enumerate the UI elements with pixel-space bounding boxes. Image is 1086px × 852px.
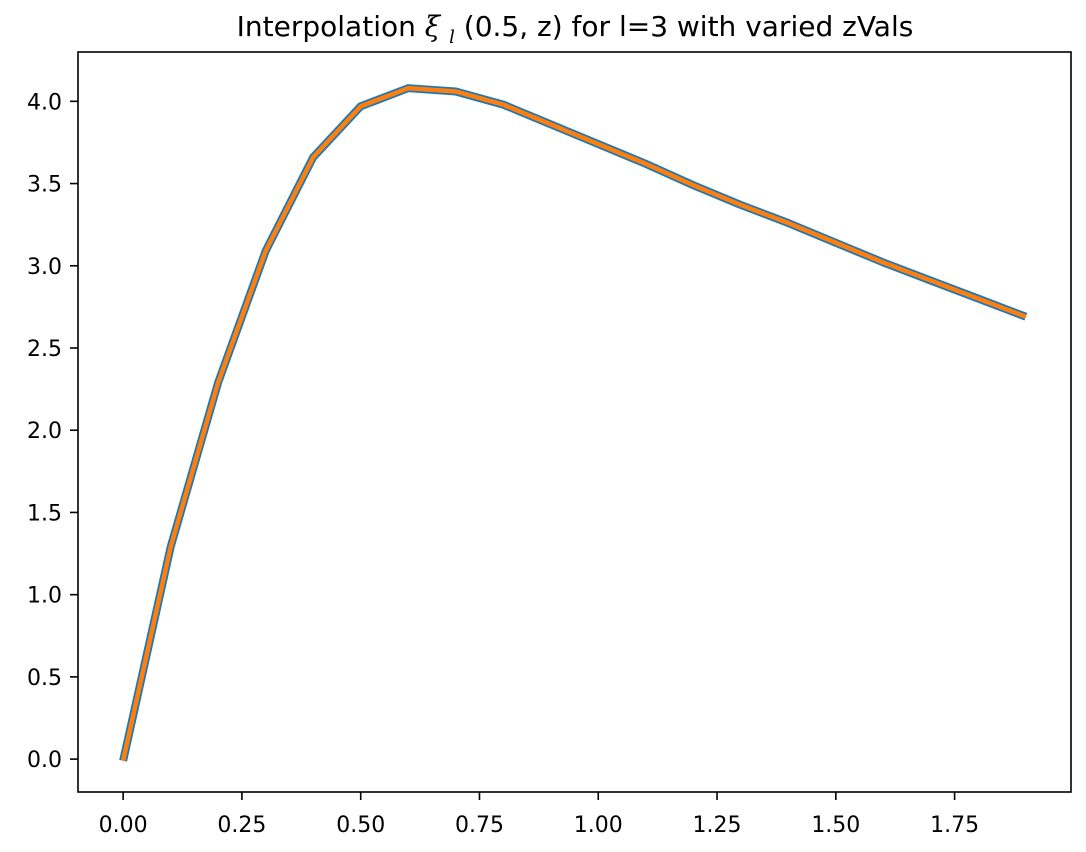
y-tick-label: 2.0 (27, 419, 62, 444)
x-tick-label: 1.00 (574, 813, 623, 838)
x-tick-label: 0.75 (455, 813, 504, 838)
x-axis-ticks: 0.00 0.25 0.50 0.75 1.00 1.25 1.50 1.75 (99, 792, 979, 838)
chart-title-suffix: for l=3 with varied zVals (572, 10, 914, 43)
x-tick-label: 0.25 (217, 813, 266, 838)
y-tick-label: 1.5 (27, 501, 62, 526)
y-tick-label: 4.0 (27, 90, 62, 115)
y-tick-label: 3.5 (27, 173, 62, 198)
chart-title-args: (0.5, z) (464, 10, 563, 43)
chart-title-subscript: l (449, 27, 455, 48)
chart-title-prefix: Interpolation (237, 10, 425, 43)
y-tick-label: 3.0 (27, 255, 62, 280)
series-layer (119, 84, 1028, 762)
plot-area-frame (77, 51, 1072, 793)
series-line-2 (120, 85, 1027, 762)
y-tick-label: 0.5 (27, 666, 62, 691)
chart-title-xi: ξ (425, 10, 442, 43)
x-tick-label: 0.00 (99, 813, 148, 838)
y-axis-ticks: 0.0 0.5 1.0 1.5 2.0 2.5 3.0 3.5 4.0 (27, 90, 78, 773)
x-tick-label: 1.50 (811, 813, 860, 838)
x-tick-label: 0.50 (336, 813, 385, 838)
y-tick-label: 0.0 (27, 748, 62, 773)
x-tick-label: 1.75 (930, 813, 979, 838)
chart-title: Interpolation ξ l (0.5, z) for l=3 with … (237, 10, 914, 50)
y-tick-label: 2.5 (27, 337, 62, 362)
x-tick-label: 1.25 (693, 813, 742, 838)
y-tick-label: 1.0 (27, 584, 62, 609)
